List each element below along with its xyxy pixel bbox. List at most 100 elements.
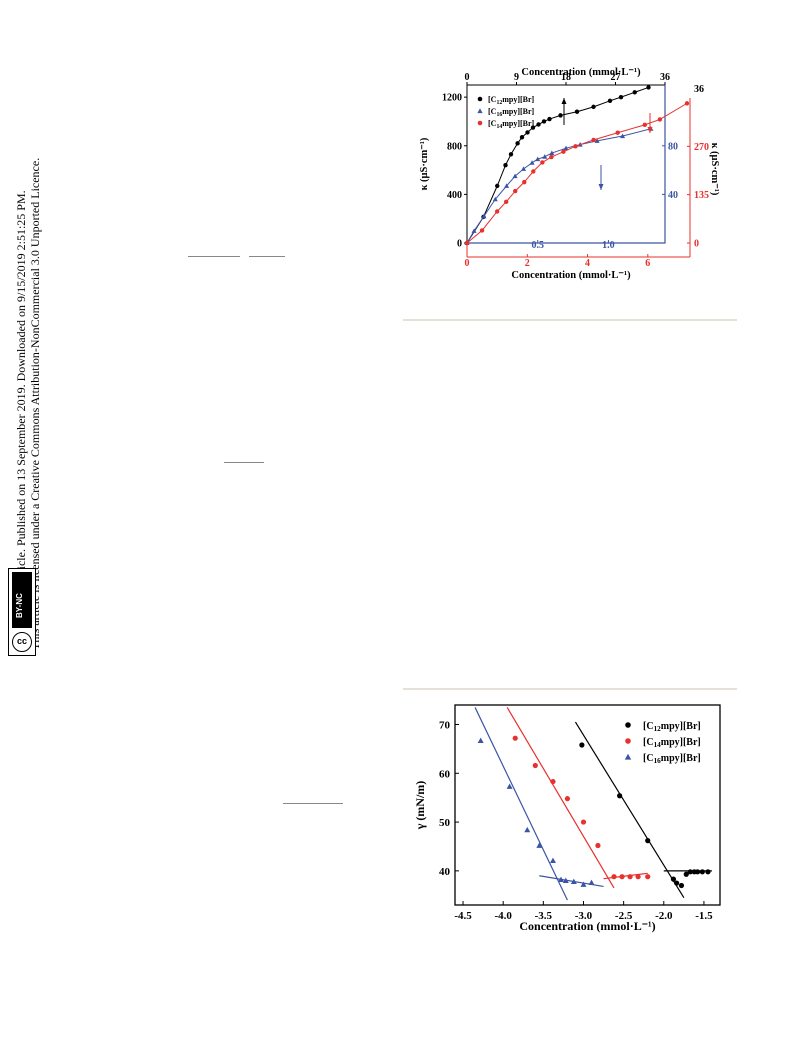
y-axis-title: γ (mN/m) — [413, 781, 427, 831]
red-y-tick-label: 135 — [694, 190, 709, 201]
legend-marker — [477, 108, 483, 114]
data-point — [670, 876, 677, 882]
reference-link-underline[interactable] — [224, 462, 264, 463]
reference-link-underline[interactable] — [188, 256, 240, 257]
axis-arrow-head — [561, 98, 567, 104]
top-x-axis-title: Concentration (mmol·L⁻¹) — [521, 67, 641, 78]
data-point — [632, 90, 637, 95]
by-nc-label-box: BY-NC — [12, 572, 32, 628]
legend-marker — [477, 120, 483, 126]
data-point — [558, 876, 564, 883]
x-tick-label: -2.0 — [655, 910, 673, 922]
data-point — [558, 113, 563, 118]
series-line — [466, 102, 688, 244]
data-point — [549, 857, 556, 864]
x-tick-label: -4.0 — [494, 910, 512, 922]
data-point — [619, 874, 625, 880]
blue-y-tick-label: 80 — [668, 141, 678, 152]
data-point — [541, 119, 547, 124]
data-point — [477, 737, 484, 744]
series-line — [466, 128, 651, 244]
blue-y-tick-label: 40 — [668, 190, 678, 201]
section-divider — [403, 688, 737, 690]
data-point — [683, 871, 689, 877]
x-tick-label: -3.5 — [535, 910, 553, 922]
data-point — [471, 228, 477, 233]
y-tick-label: 70 — [439, 720, 451, 732]
top-x-tick-label: 9 — [514, 72, 519, 83]
data-point — [570, 878, 577, 884]
data-point — [564, 796, 571, 802]
data-point — [529, 160, 535, 165]
data-point — [536, 122, 541, 127]
data-point — [515, 141, 520, 146]
left-y-tick-label: 0 — [457, 239, 462, 250]
data-point — [618, 94, 624, 100]
surface-tension-chart: -4.5 -4.0 -3.5 -3.0 -2.5 -2.0 -1.5 40 50 60 70 Conc… — [413, 704, 721, 933]
legend-marker — [477, 96, 483, 102]
data-point — [645, 874, 651, 880]
data-point — [635, 874, 641, 880]
data-point — [512, 173, 518, 179]
red-x-tick-label: 4 — [585, 258, 590, 269]
data-point — [563, 145, 569, 151]
data-point — [525, 130, 530, 135]
red-x-tick-label: 0 — [465, 258, 470, 269]
x-axis-title: Concentration (mmol·L⁻¹) — [519, 919, 655, 933]
cc-icon: cc — [12, 632, 32, 652]
data-point — [512, 735, 518, 741]
data-point — [494, 209, 500, 214]
data-point — [562, 877, 569, 884]
right-y-axis-title: κ (μS·cm⁻¹) — [709, 143, 720, 196]
legend-label: [C16mpy][Br] — [643, 753, 701, 765]
data-point — [532, 762, 538, 769]
plot-frame — [466, 84, 666, 244]
red-x-tick-label: 6 — [645, 258, 650, 269]
axis-arrow-head — [598, 184, 604, 190]
data-point — [684, 101, 690, 106]
fit-line — [574, 721, 685, 898]
data-point — [530, 125, 536, 130]
data-point — [542, 154, 548, 159]
data-point — [705, 869, 711, 875]
left-y-axis-title: κ (μS·cm⁻¹) — [420, 137, 430, 190]
legend-marker — [624, 753, 632, 760]
by-nc-label: BY-NC — [15, 593, 24, 618]
data-point — [594, 138, 600, 143]
data-point — [580, 881, 587, 887]
data-point — [508, 152, 514, 157]
data-point — [540, 160, 545, 165]
plot-frame — [454, 704, 721, 906]
section-divider — [403, 319, 737, 321]
data-point — [573, 144, 578, 149]
data-point — [588, 879, 595, 885]
data-point — [642, 122, 647, 128]
x-tick-label: -3.0 — [575, 910, 593, 922]
cc-license-badge[interactable]: BY-NC cc — [8, 568, 36, 656]
data-point — [547, 116, 552, 122]
data-point — [506, 783, 513, 789]
legend-label: [C12mpy][Br] — [488, 95, 535, 106]
data-point — [549, 154, 554, 160]
left-y-tick-label: 1200 — [442, 93, 462, 104]
data-point — [678, 882, 685, 889]
data-point — [579, 742, 585, 748]
fit-line — [603, 872, 648, 880]
data-point — [620, 133, 626, 139]
data-point — [550, 778, 556, 785]
data-point — [694, 869, 701, 875]
data-point — [495, 183, 500, 189]
legend-label: [C14mpy][Br] — [643, 737, 701, 749]
top-x-tick-label: 18 — [561, 72, 571, 83]
top-x-tick-label: 0 — [465, 72, 470, 83]
reference-link-underline[interactable] — [283, 803, 343, 804]
data-point — [617, 793, 623, 799]
red-x-tick-label: 2 — [525, 258, 530, 269]
data-point — [561, 149, 566, 154]
reference-link-underline[interactable] — [249, 256, 285, 257]
top-right-corner-label: 36 — [694, 84, 704, 95]
data-point — [549, 150, 555, 156]
data-point — [645, 838, 651, 844]
fit-line — [506, 707, 615, 889]
